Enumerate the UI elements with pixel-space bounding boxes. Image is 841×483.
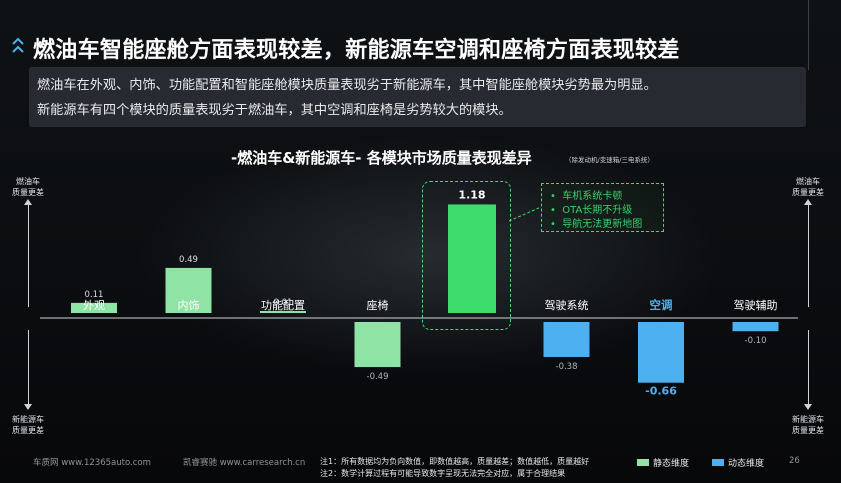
legend-label-dynamic: 动态维度 <box>728 459 765 469</box>
top-left-label-line1: 燃油车 <box>16 177 40 186</box>
source-link-carresearch[interactable]: 凯睿赛驰 www.carresearch.cn <box>183 458 306 468</box>
callout-item-text: 车机系统卡顿 <box>562 191 623 202</box>
arrow-up-icon <box>804 199 812 205</box>
category-label: 座椅 <box>367 298 389 312</box>
bar-7 <box>732 322 779 332</box>
value-label: 0.11 <box>85 290 104 300</box>
arrow-up-icon <box>24 199 32 205</box>
bar-6 <box>638 322 684 383</box>
bottom-left-label: 新能源车 质量更差 <box>0 414 56 436</box>
category-label: 驾驶辅助 <box>734 298 778 312</box>
legend-swatch-dynamic <box>712 459 724 466</box>
page-title: 燃油车智能座舱方面表现较差，新能源车空调和座椅方面表现较差 <box>33 38 680 63</box>
value-label: -0.66 <box>645 385 677 398</box>
value-label: 0.49 <box>179 255 198 265</box>
double-chevron-icon <box>12 37 24 53</box>
chart-subtitle: （除发动机/变速箱/三电系统） <box>565 156 654 164</box>
callout-connector <box>508 206 542 222</box>
bar-4 <box>448 204 496 313</box>
highlight-box-smart-cockpit <box>422 181 511 330</box>
callout-item-text: 导航无法更新地图 <box>562 219 643 230</box>
arrow-down-icon <box>24 404 32 410</box>
bottom-right-label: 新能源车 质量更差 <box>780 414 836 436</box>
callout-item: • 车机系统卡顿 <box>550 191 623 202</box>
divider-line <box>808 0 809 70</box>
category-label: 功能配置 <box>261 298 305 312</box>
bottom-right-label-line1: 新能源车 <box>792 415 824 424</box>
value-label: 0.01 <box>274 298 293 308</box>
left-axis-arrow-lower <box>28 330 29 404</box>
top-left-label-line2: 质量更差 <box>12 188 44 197</box>
right-axis-arrow-upper <box>808 205 809 307</box>
bottom-left-label-line1: 新能源车 <box>12 415 44 424</box>
bottom-left-label-line2: 质量更差 <box>12 426 44 435</box>
callout-item-text: OTA长期不升级 <box>562 205 633 216</box>
left-axis-arrow-upper <box>28 205 29 307</box>
value-label: 1.18 <box>458 188 485 201</box>
bar-3 <box>354 322 401 368</box>
summary-box: 燃油车在外观、内饰、功能配置和智能座舱模块质量表现劣于新能源车，其中智能座舱模块… <box>29 67 806 127</box>
value-label: -0.49 <box>367 372 389 382</box>
top-left-label: 燃油车 质量更差 <box>3 176 53 198</box>
callout-box: • 车机系统卡顿 • OTA长期不升级 • 导航无法更新地图 <box>541 183 664 232</box>
category-label: 智能座舱 <box>449 298 495 312</box>
footnote-1: 注1：所有数据均为负向数值，即数值越高，质量越差；数值越低，质量越好 <box>320 457 590 466</box>
legend-swatch-static <box>637 459 649 466</box>
top-right-label-line1: 燃油车 <box>796 177 820 186</box>
bar-0 <box>71 302 117 313</box>
category-label: 外观 <box>83 299 105 312</box>
bar-1 <box>165 267 212 313</box>
right-axis-arrow-lower <box>808 330 809 404</box>
page-number: 26 <box>789 456 800 466</box>
value-label: -0.10 <box>745 336 767 346</box>
category-label: 驾驶系统 <box>545 298 589 312</box>
category-label: 空调 <box>650 298 673 312</box>
top-right-label: 燃油车 质量更差 <box>783 176 833 198</box>
bottom-right-label-line2: 质量更差 <box>792 426 824 435</box>
callout-item: • 导航无法更新地图 <box>550 219 643 230</box>
top-right-label-line2: 质量更差 <box>792 188 824 197</box>
callout-item: • OTA长期不升级 <box>550 205 633 216</box>
summary-line-1: 燃油车在外观、内饰、功能配置和智能座舱模块质量表现劣于新能源车，其中智能座舱模块… <box>37 78 657 93</box>
source-link-12365[interactable]: 车质网 www.12365auto.com <box>33 458 151 468</box>
footnote-2: 注2：数学计算过程有可能导致数字呈现无法完全对应，属于合理结果 <box>320 469 566 478</box>
chart-title: -燃油车&新能源车- 各模块市场质量表现差异 <box>231 149 532 167</box>
value-label: -0.38 <box>556 362 578 372</box>
legend-label-static: 静态维度 <box>653 459 690 469</box>
bar-2 <box>260 311 306 313</box>
category-label: 内饰 <box>178 298 200 312</box>
arrow-down-icon <box>804 404 812 410</box>
bar-5 <box>543 322 590 357</box>
summary-line-2: 新能源车有四个模块的质量表现劣于燃油车，其中空调和座椅是劣势较大的模块。 <box>37 103 512 118</box>
